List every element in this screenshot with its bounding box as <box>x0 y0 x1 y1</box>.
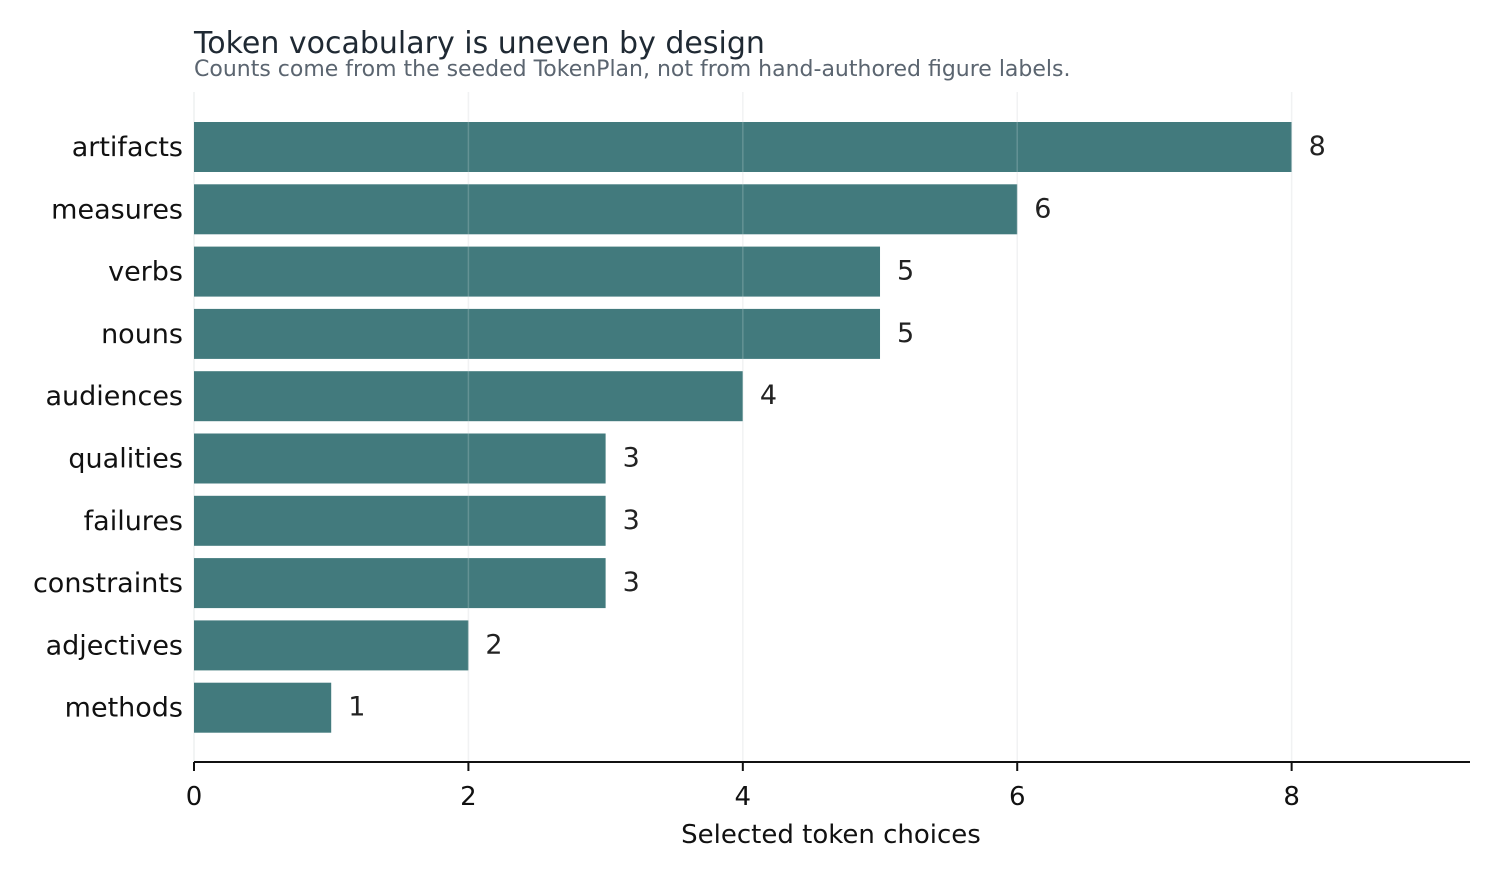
category-label-qualities: qualities <box>68 444 183 475</box>
bar-qualities <box>194 433 606 484</box>
category-label-constraints: constraints <box>33 568 183 599</box>
value-label-nouns: 5 <box>897 318 914 349</box>
bar-audiences <box>194 371 743 422</box>
value-label-measures: 6 <box>1034 193 1051 224</box>
bar-adjectives <box>194 620 469 671</box>
category-label-methods: methods <box>65 693 183 724</box>
value-label-adjectives: 2 <box>485 629 502 660</box>
x-tick-label-0: 0 <box>186 782 203 812</box>
value-label-methods: 1 <box>348 692 365 723</box>
bar-measures <box>194 184 1018 235</box>
value-label-verbs: 5 <box>897 256 914 287</box>
bar-verbs <box>194 246 881 297</box>
category-label-artifacts: artifacts <box>72 132 183 163</box>
x-tick-label-2: 2 <box>460 782 477 812</box>
category-label-nouns: nouns <box>101 319 183 350</box>
chart-title: Token vocabulary is uneven by design <box>194 26 765 61</box>
value-label-artifacts: 8 <box>1309 131 1326 162</box>
value-label-failures: 3 <box>623 505 640 536</box>
bar-methods <box>194 682 332 733</box>
bar-constraints <box>194 558 606 609</box>
category-label-failures: failures <box>84 506 183 537</box>
chart-subtitle: Counts come from the seeded TokenPlan, n… <box>194 57 1071 82</box>
bar-artifacts <box>194 122 1292 172</box>
category-label-verbs: verbs <box>108 257 183 288</box>
category-label-audiences: audiences <box>45 381 183 412</box>
category-labels: artifacts measures verbs nouns audiences qual… <box>33 132 183 724</box>
value-label-audiences: 4 <box>760 380 777 411</box>
x-tick-label-6: 6 <box>1009 782 1026 812</box>
category-label-adjectives: adjectives <box>46 630 183 661</box>
bar-failures <box>194 495 606 546</box>
x-axis-label: Selected token choices <box>681 820 981 850</box>
value-labels: 8 6 5 5 4 3 3 3 2 1 <box>348 131 1326 723</box>
category-label-measures: measures <box>51 194 183 225</box>
bar-nouns <box>194 308 881 359</box>
value-label-qualities: 3 <box>623 443 640 474</box>
x-tick-label-4: 4 <box>735 782 752 812</box>
bars <box>194 122 1292 733</box>
x-axis: 0 2 4 6 8 <box>186 761 1470 812</box>
grid-overlay <box>467 92 1293 762</box>
value-label-constraints: 3 <box>623 567 640 598</box>
x-tick-label-8: 8 <box>1283 782 1300 812</box>
